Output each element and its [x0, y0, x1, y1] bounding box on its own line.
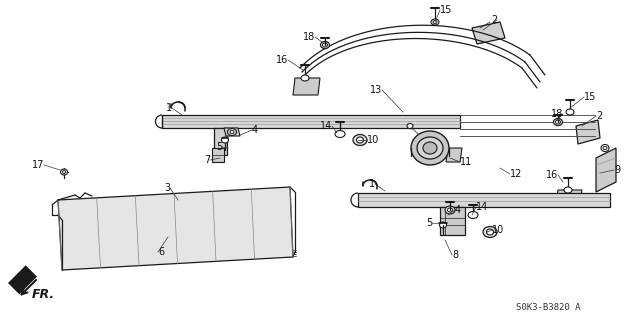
Polygon shape	[472, 22, 505, 44]
Ellipse shape	[63, 170, 65, 174]
Text: 4: 4	[455, 205, 461, 215]
Text: 14: 14	[476, 202, 488, 212]
Text: 16: 16	[276, 55, 288, 65]
Ellipse shape	[230, 130, 234, 133]
Text: 13: 13	[370, 85, 382, 95]
Text: 1: 1	[369, 179, 375, 189]
Text: 2: 2	[596, 111, 602, 121]
Bar	[8, 265, 37, 294]
Ellipse shape	[601, 145, 609, 152]
Ellipse shape	[564, 187, 572, 193]
Polygon shape	[440, 207, 465, 235]
Text: 8: 8	[452, 250, 458, 260]
Ellipse shape	[431, 19, 439, 25]
Text: 5: 5	[426, 218, 432, 228]
Ellipse shape	[566, 109, 574, 115]
Text: 14: 14	[320, 121, 332, 131]
Text: 9: 9	[614, 165, 620, 175]
Text: 4: 4	[252, 125, 258, 135]
Ellipse shape	[468, 211, 478, 219]
Polygon shape	[212, 148, 224, 162]
Text: 15: 15	[440, 5, 452, 15]
Ellipse shape	[221, 137, 228, 143]
Text: 12: 12	[510, 169, 522, 179]
Polygon shape	[162, 115, 460, 128]
Text: 2: 2	[491, 15, 497, 25]
Ellipse shape	[61, 169, 67, 175]
Text: 10: 10	[367, 135, 380, 145]
Text: 7: 7	[204, 155, 210, 165]
Text: 10: 10	[492, 225, 504, 235]
Polygon shape	[556, 190, 582, 205]
Text: 11: 11	[460, 157, 472, 167]
Ellipse shape	[483, 226, 497, 238]
Ellipse shape	[423, 142, 437, 154]
Polygon shape	[576, 120, 600, 144]
Ellipse shape	[227, 129, 237, 136]
Ellipse shape	[353, 135, 367, 145]
Polygon shape	[358, 193, 610, 207]
Ellipse shape	[356, 137, 364, 143]
Ellipse shape	[445, 206, 455, 214]
Ellipse shape	[321, 41, 330, 48]
Text: 1: 1	[166, 103, 172, 113]
Ellipse shape	[447, 208, 452, 212]
Ellipse shape	[335, 130, 345, 137]
Text: 18: 18	[303, 32, 315, 42]
Ellipse shape	[407, 123, 413, 129]
Polygon shape	[446, 148, 462, 162]
Polygon shape	[58, 187, 293, 270]
Text: 17: 17	[31, 160, 44, 170]
Text: 6: 6	[158, 247, 164, 257]
Text: 16: 16	[546, 170, 558, 180]
Ellipse shape	[301, 75, 309, 81]
Ellipse shape	[433, 20, 437, 24]
Polygon shape	[224, 128, 240, 136]
Ellipse shape	[486, 229, 493, 235]
Text: 15: 15	[584, 92, 596, 102]
Ellipse shape	[440, 222, 447, 228]
Text: S0K3-B3820 A: S0K3-B3820 A	[516, 303, 580, 313]
Ellipse shape	[417, 137, 443, 159]
Text: 5: 5	[216, 142, 222, 152]
Text: FR.: FR.	[32, 288, 55, 301]
Polygon shape	[596, 148, 616, 192]
Ellipse shape	[323, 43, 328, 47]
Polygon shape	[214, 128, 227, 155]
Ellipse shape	[554, 118, 563, 125]
Polygon shape	[293, 78, 320, 95]
Text: 3: 3	[164, 183, 170, 193]
Ellipse shape	[411, 131, 449, 165]
Text: 18: 18	[551, 109, 563, 119]
Ellipse shape	[556, 120, 561, 124]
